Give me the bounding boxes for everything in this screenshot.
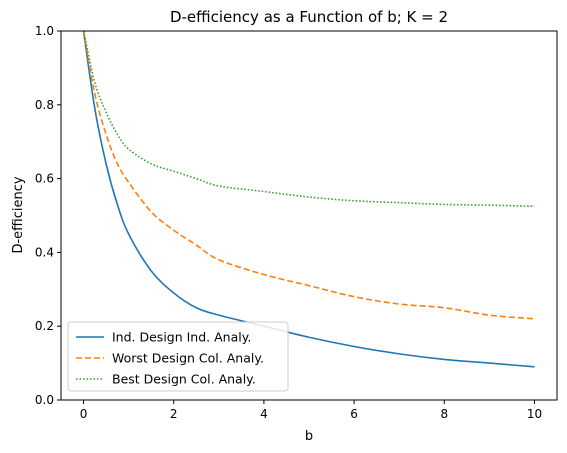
x-tick-label: 8 xyxy=(440,407,448,421)
y-axis: 0.0 0.2 0.4 0.6 0.8 1.0 xyxy=(35,24,61,407)
x-axis: 0 2 4 6 8 10 xyxy=(80,400,542,421)
y-tick-label: 0.6 xyxy=(35,172,54,186)
x-tick-label: 0 xyxy=(80,407,88,421)
series-line-0 xyxy=(82,30,535,368)
legend-box xyxy=(67,321,289,392)
x-tick-label: 6 xyxy=(350,407,358,421)
x-axis-label: b xyxy=(305,429,313,444)
chart-title: D-efficiency as a Function of b; K = 2 xyxy=(170,8,448,26)
legend: Ind. Design Ind. Analy. Worst Design Col.… xyxy=(67,321,289,392)
series-line-2 xyxy=(82,30,535,208)
y-tick-label: 1.0 xyxy=(35,24,54,38)
y-axis-label: D-efficiency xyxy=(11,176,26,253)
y-tick-label: 0.4 xyxy=(35,245,54,259)
x-tick-label: 10 xyxy=(527,407,542,421)
x-tick-label: 4 xyxy=(260,407,268,421)
plot-frame xyxy=(60,30,558,401)
y-tick-label: 0.8 xyxy=(35,98,54,112)
series-line-1 xyxy=(82,30,535,320)
legend-label-2: Best Design Col. Analy. xyxy=(112,372,256,387)
y-tick-label: 0.0 xyxy=(35,393,54,407)
y-tick-label: 0.2 xyxy=(35,319,54,333)
legend-label-0: Ind. Design Ind. Analy. xyxy=(112,330,251,345)
plot-area xyxy=(82,30,535,368)
x-tick-label: 2 xyxy=(170,407,178,421)
legend-label-1: Worst Design Col. Analy. xyxy=(112,351,264,366)
